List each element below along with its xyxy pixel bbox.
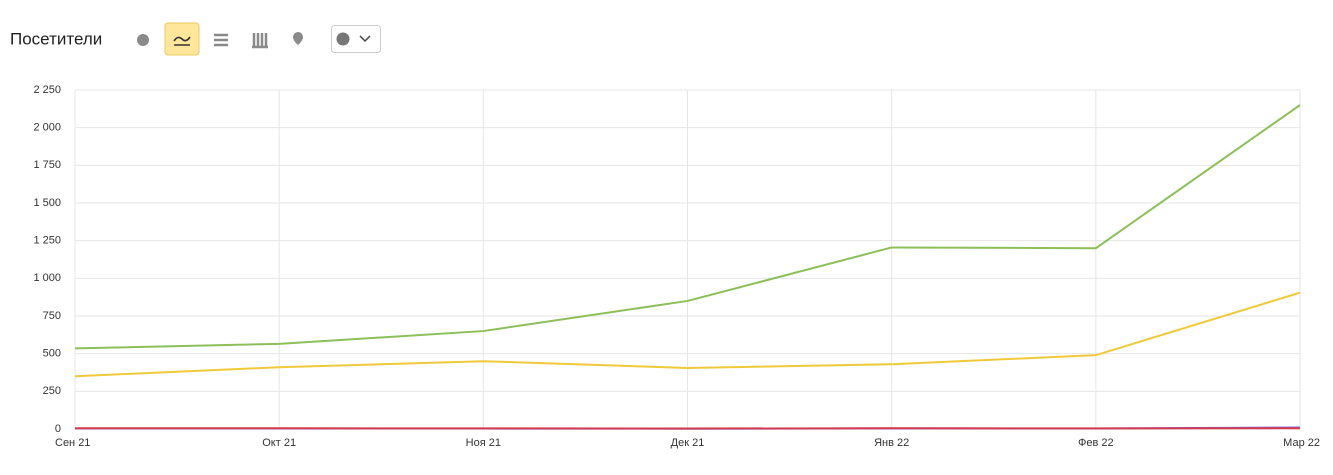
- y-tick-label: 2 000: [33, 122, 61, 134]
- pie-icon[interactable]: [137, 34, 149, 46]
- chart-title: Посетители: [10, 29, 102, 48]
- x-tick-label: Окт 21: [262, 437, 296, 449]
- area-icon[interactable]: [214, 33, 228, 47]
- y-tick-label: 250: [43, 385, 61, 397]
- chevron-icon: [359, 35, 371, 43]
- x-tick-label: Сен 21: [55, 437, 90, 449]
- map-icon[interactable]: [292, 32, 304, 47]
- y-tick-label: 0: [55, 423, 61, 435]
- x-tick-label: Ноя 21: [466, 437, 501, 449]
- y-tick-label: 1 500: [33, 197, 61, 209]
- x-tick-label: Фев 22: [1078, 437, 1114, 449]
- y-tick-label: 750: [43, 310, 61, 322]
- y-tick-label: 1 250: [33, 235, 61, 247]
- annotation-dropdown[interactable]: [331, 25, 381, 53]
- y-tick-label: 1 000: [33, 272, 61, 284]
- series-line: [74, 104, 1301, 350]
- y-tick-label: 500: [43, 348, 61, 360]
- series-line: [74, 291, 1301, 378]
- x-tick-label: Дек 21: [671, 437, 705, 449]
- comment-icon: [336, 32, 350, 46]
- y-tick-label: 2 250: [33, 84, 61, 96]
- x-tick-label: Мар 22: [1283, 437, 1320, 449]
- bar-icon[interactable]: [252, 33, 268, 49]
- toolbar: [137, 22, 381, 56]
- y-tick-label: 1 750: [33, 159, 61, 171]
- x-tick-label: Янв 22: [874, 437, 909, 449]
- line-icon: [173, 36, 191, 46]
